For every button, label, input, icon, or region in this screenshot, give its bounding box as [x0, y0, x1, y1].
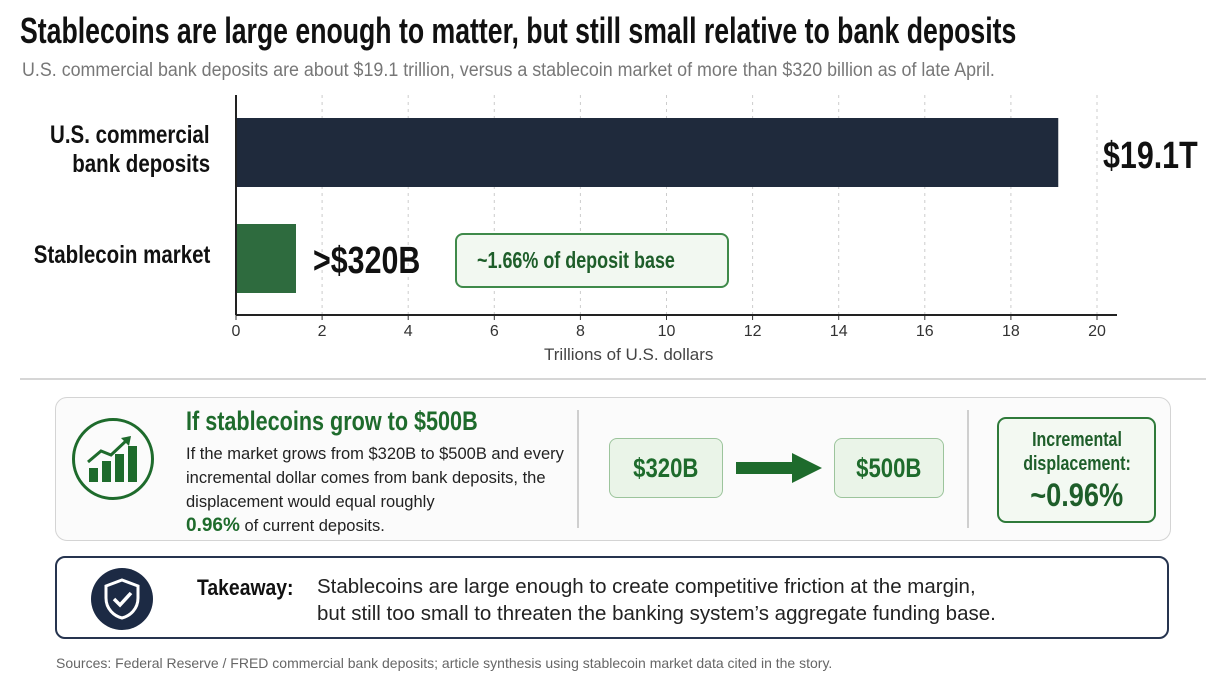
x-tick-label: 16	[915, 323, 934, 340]
bar-stablecoin	[236, 224, 296, 293]
takeaway-panel: Takeaway: Stablecoins are large enough t…	[55, 556, 1169, 639]
scenario-panel: If stablecoins grow to $500B If the mark…	[55, 397, 1171, 541]
category-label-deposits: U.S. commercial bank deposits	[50, 121, 210, 178]
x-tick-label: 12	[743, 323, 762, 340]
x-tick-label: 6	[489, 323, 499, 340]
x-tick-label: 14	[829, 323, 848, 340]
x-tick-label: 4	[403, 323, 413, 340]
x-axis-label: Trillions of U.S. dollars	[544, 345, 714, 364]
bar-chart	[235, 95, 1117, 320]
takeaway-text: Stablecoins are large enough to create c…	[317, 575, 996, 625]
x-tick-label: 20	[1088, 323, 1106, 340]
value-label-deposits: $19.1T	[1103, 135, 1198, 177]
shield-check-icon	[91, 568, 153, 630]
from-value-box: $320B	[609, 438, 723, 498]
bar-deposits	[236, 118, 1059, 187]
x-tick-label: 18	[1001, 323, 1020, 340]
chart-subtitle: U.S. commercial bank deposits are about …	[22, 60, 995, 81]
x-tick-label: 8	[575, 323, 585, 340]
arrow-right-icon	[736, 453, 822, 483]
to-value-box: $500B	[834, 438, 944, 498]
x-tick-label: 0	[231, 323, 241, 340]
panel-divider	[577, 410, 579, 528]
x-tick-label: 10	[657, 323, 676, 340]
section-divider	[20, 378, 1206, 380]
sources-note: Sources: Federal Reserve / FRED commerci…	[56, 655, 833, 671]
incremental-displacement-box: Incremental displacement: ~0.96%	[997, 417, 1156, 523]
growth-chart-icon	[72, 418, 154, 500]
scenario-highlight: 0.96%	[186, 515, 240, 536]
chart-title: Stablecoins are large enough to matter, …	[20, 10, 1017, 51]
deposit-share-callout: ~1.66% of deposit base	[455, 233, 729, 288]
panel-divider	[967, 410, 969, 528]
x-tick-label: 2	[317, 323, 327, 340]
value-label-stablecoin: >$320B	[313, 240, 421, 282]
takeaway-label: Takeaway:	[197, 575, 294, 600]
scenario-body: If the market grows from $320B to $500B …	[186, 445, 564, 536]
scenario-title: If stablecoins grow to $500B	[186, 406, 478, 436]
category-label-stablecoin: Stablecoin market	[33, 241, 210, 269]
